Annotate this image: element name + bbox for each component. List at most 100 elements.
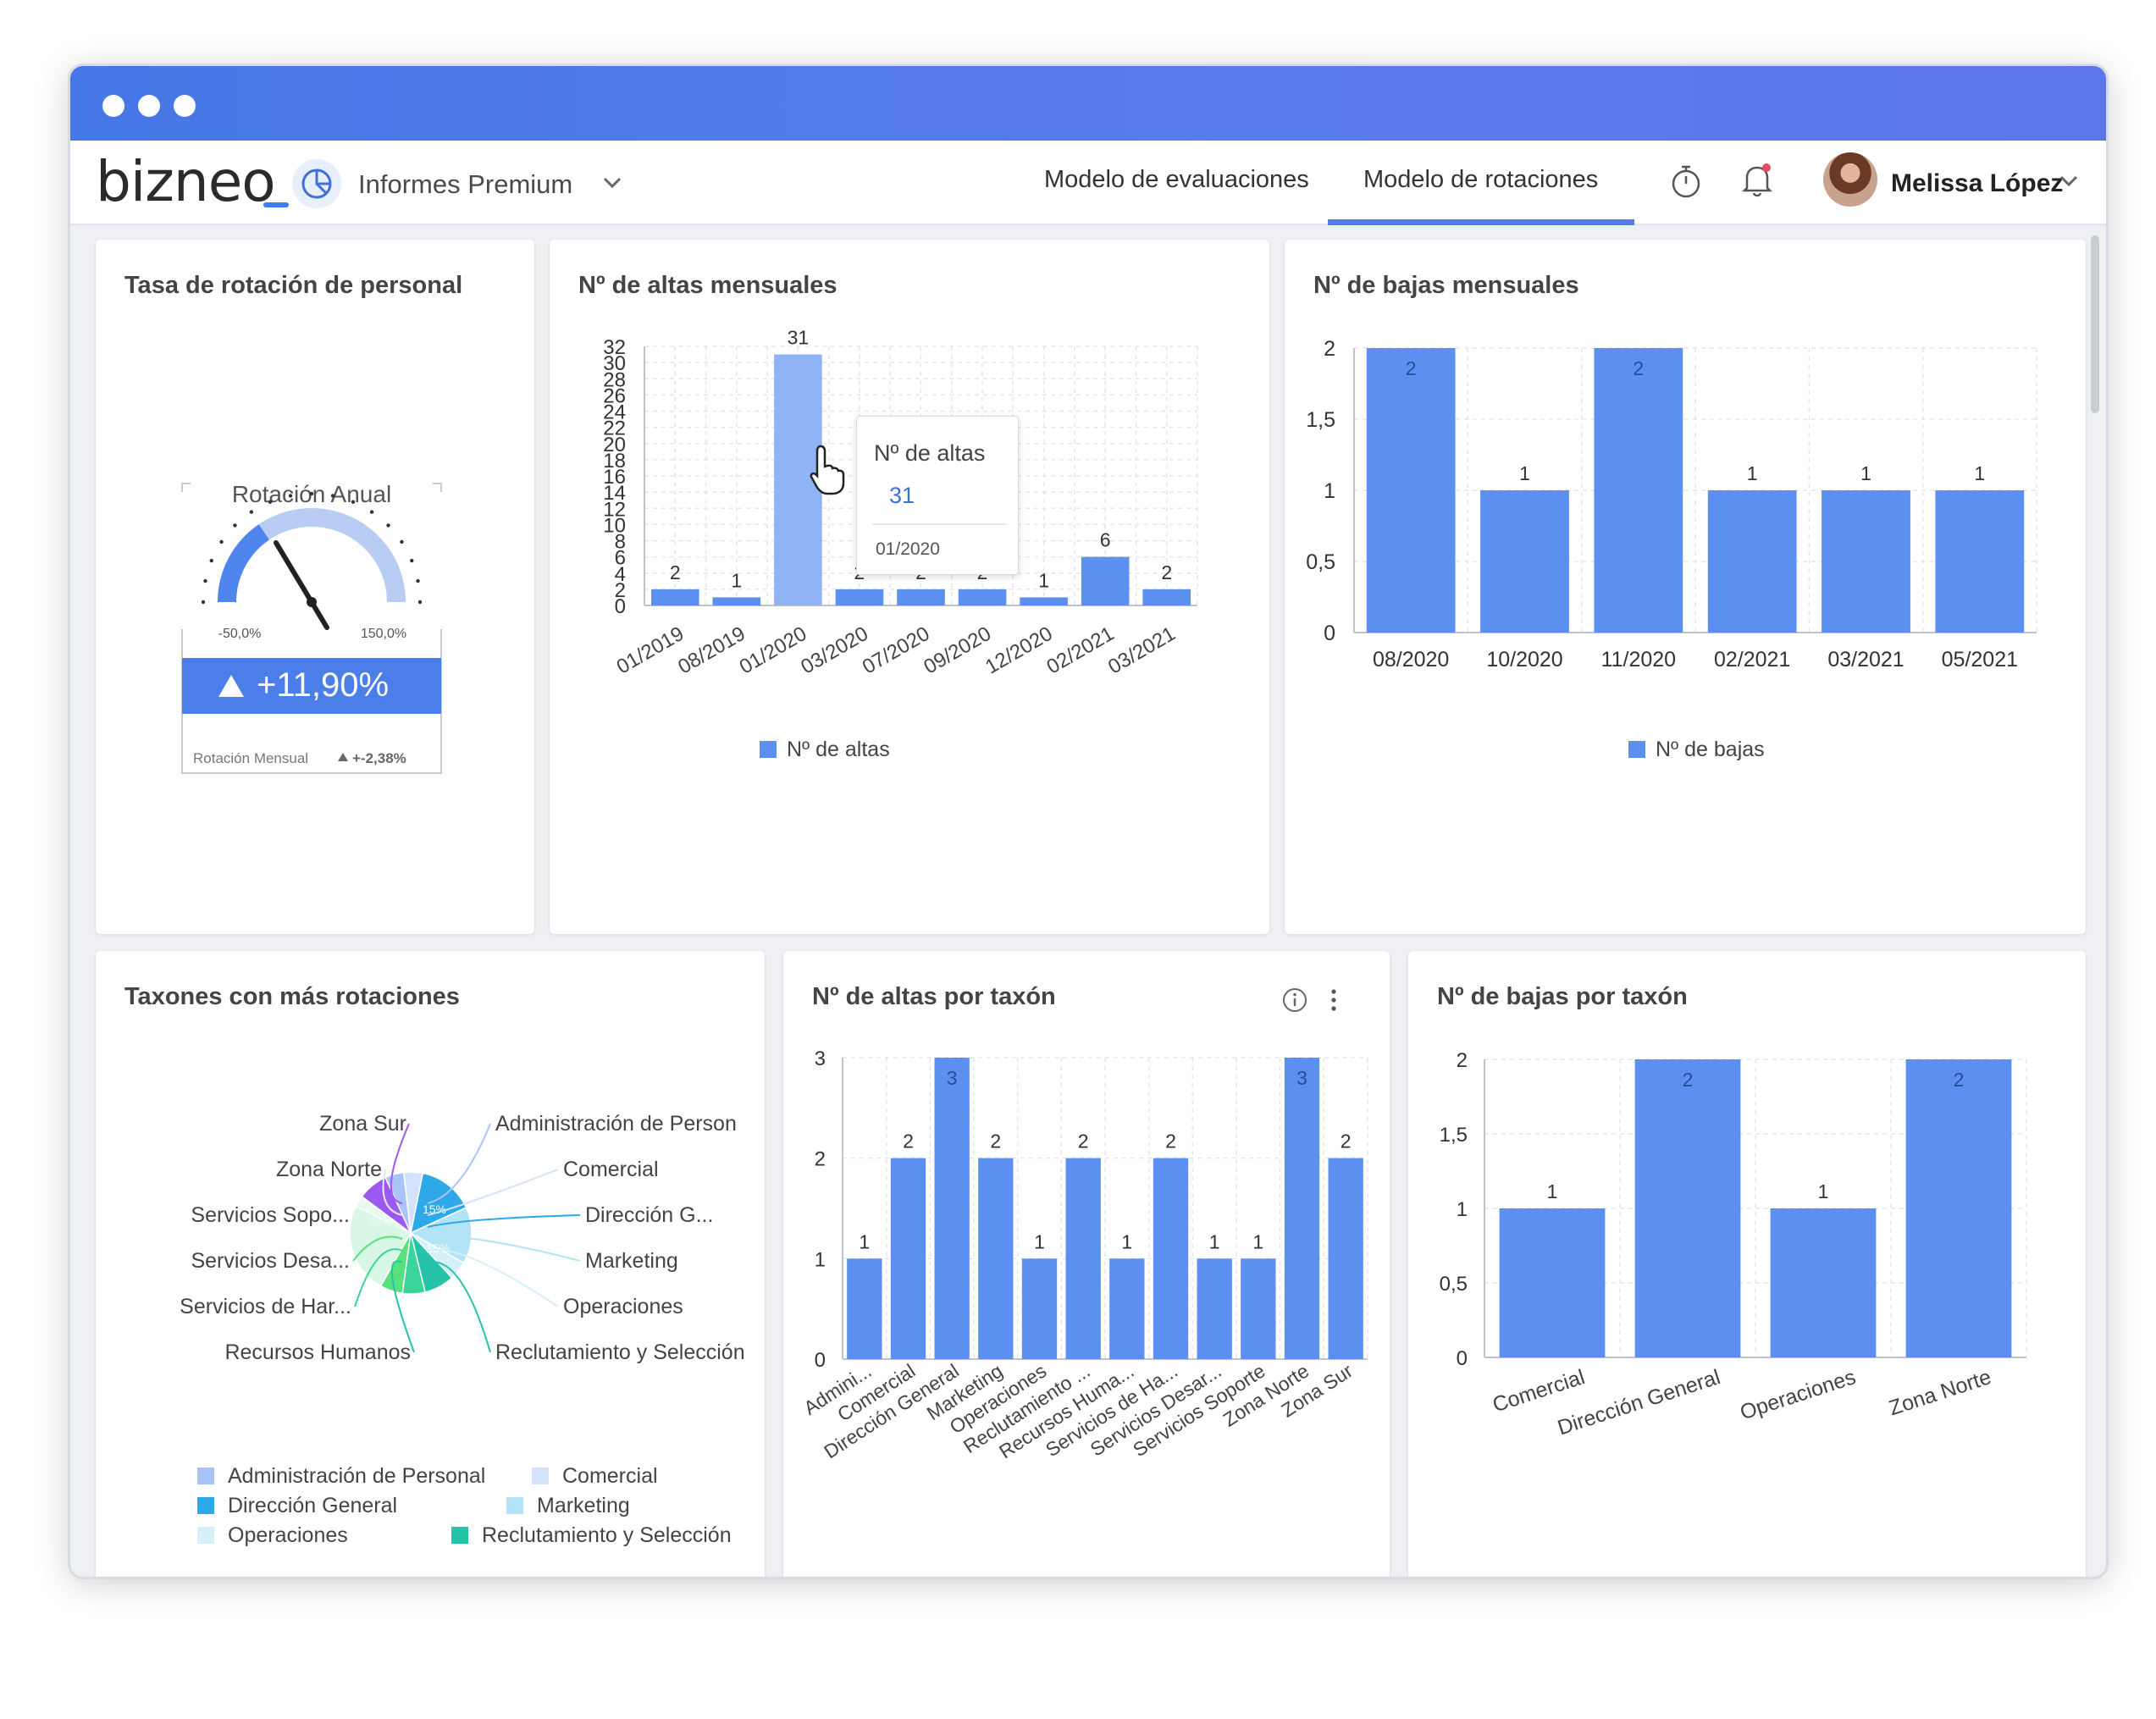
bar[interactable] (890, 1158, 926, 1359)
pie-leader-line (427, 1261, 491, 1353)
bar[interactable] (1935, 490, 2025, 633)
legend-swatch[interactable] (197, 1527, 214, 1544)
gauge-max-label: 150,0% (361, 627, 406, 641)
pie-label: Zona Sur (319, 1112, 406, 1136)
bar[interactable] (1328, 1158, 1363, 1359)
bizneo-logo[interactable]: bizneo (96, 149, 276, 214)
bar[interactable] (1499, 1208, 1606, 1357)
stopwatch-icon[interactable] (1669, 163, 1703, 200)
legend-label[interactable]: Administración de Personal (228, 1464, 485, 1488)
bar[interactable] (712, 597, 761, 605)
tab-modelo-rotaciones[interactable]: Modelo de rotaciones (1363, 166, 1599, 193)
bar[interactable] (1822, 490, 1910, 633)
monthly-rotation-label: Rotación Mensual (193, 750, 308, 766)
pie-leader-line (352, 1214, 403, 1228)
legend-swatch[interactable] (197, 1497, 214, 1514)
bar[interactable] (1197, 1258, 1232, 1359)
pie-slice[interactable] (402, 1171, 424, 1234)
bar[interactable] (1634, 1059, 1741, 1357)
gauge-tick (410, 558, 414, 563)
bar[interactable] (1480, 490, 1569, 633)
bar[interactable] (934, 1058, 970, 1359)
annual-rotation-gauge: Rotación Anual -50,0% 150,0% +11,90% Rot… (181, 481, 442, 774)
pie-slice[interactable] (349, 1205, 412, 1287)
legend-label[interactable]: Marketing (537, 1494, 630, 1517)
bell-icon[interactable] (1740, 161, 1774, 200)
bar[interactable] (1241, 1258, 1276, 1359)
info-icon[interactable] (1281, 987, 1308, 1014)
gauge-tick (203, 578, 207, 583)
gauge-fill (218, 524, 270, 603)
bar[interactable] (1081, 556, 1130, 605)
x-tick-label: Comercial (1490, 1365, 1588, 1417)
bar[interactable] (958, 589, 1007, 605)
bar[interactable] (650, 589, 699, 605)
legend-label[interactable]: Operaciones (228, 1523, 348, 1547)
bar[interactable] (978, 1158, 1014, 1359)
x-tick-label: 05/2021 (1942, 648, 2018, 672)
window-control-maximize[interactable] (174, 95, 196, 117)
page-scrollbar[interactable] (2091, 235, 2099, 413)
legend-swatch[interactable] (197, 1468, 214, 1484)
reports-module-icon[interactable] (292, 159, 341, 208)
pie-slice[interactable] (409, 1207, 473, 1264)
data-label: 3 (1296, 1067, 1307, 1089)
window-control-close[interactable] (102, 95, 124, 117)
window-control-minimize[interactable] (138, 95, 160, 117)
legend-swatch[interactable] (506, 1497, 523, 1514)
legend-label[interactable]: Nº de altas (787, 738, 890, 761)
bar[interactable] (1109, 1258, 1145, 1359)
legend-label[interactable]: Reclutamiento y Selección (482, 1523, 732, 1547)
pie-label: Reclutamiento y Selección (495, 1340, 745, 1364)
gauge-tick (417, 600, 423, 605)
legend-label[interactable]: Dirección General (228, 1494, 397, 1517)
y-tick-label: 0,5 (1306, 550, 1335, 574)
legend-label[interactable]: Comercial (562, 1464, 658, 1488)
x-tick-label: 08/2019 (674, 622, 749, 679)
data-label: 2 (903, 1130, 914, 1152)
data-label: 2 (1165, 1130, 1176, 1152)
x-tick-label: 03/2020 (797, 622, 872, 679)
user-menu-chevron-icon[interactable] (2059, 174, 2079, 188)
bar[interactable] (897, 589, 945, 605)
chevron-down-icon[interactable] (602, 176, 622, 190)
bar[interactable] (1707, 490, 1797, 633)
user-avatar[interactable] (1823, 152, 1877, 207)
y-tick-label: 1,5 (1306, 408, 1335, 432)
legend-swatch[interactable] (1628, 741, 1645, 758)
bar[interactable] (835, 589, 884, 605)
user-name[interactable]: Melissa López (1891, 169, 2064, 197)
bar[interactable] (1142, 589, 1191, 605)
pie-slice[interactable] (409, 1172, 467, 1235)
bar[interactable] (1065, 1158, 1101, 1359)
legend-swatch[interactable] (451, 1527, 468, 1544)
bar[interactable] (1284, 1058, 1320, 1359)
legend-swatch[interactable] (532, 1468, 549, 1484)
y-tick-label: 26 (603, 384, 626, 407)
bar[interactable] (1366, 348, 1456, 633)
bar[interactable] (847, 1258, 882, 1359)
tooltip-title: Nº de altas (874, 440, 986, 466)
tooltip-date: 01/2020 (876, 539, 940, 559)
gauge-tick (400, 539, 404, 544)
data-label: 2 (1341, 1130, 1352, 1152)
y-tick-label: 30 (603, 352, 626, 375)
monthly-rotation-value: +-2,38% (352, 750, 406, 766)
more-options-icon[interactable] (1327, 987, 1341, 1014)
module-selector[interactable]: Informes Premium (358, 169, 573, 199)
bar[interactable] (1770, 1208, 1877, 1357)
tab-modelo-evaluaciones[interactable]: Modelo de evaluaciones (1044, 166, 1309, 193)
legend-swatch[interactable] (760, 741, 777, 758)
data-label: 2 (1954, 1069, 1965, 1091)
bar[interactable] (1594, 348, 1683, 633)
bar[interactable] (1153, 1158, 1189, 1359)
legend-label[interactable]: Nº de bajas (1656, 738, 1765, 761)
y-tick-label: 32 (603, 336, 626, 359)
bar[interactable] (1021, 1258, 1058, 1359)
bar[interactable] (1905, 1059, 2012, 1357)
bar[interactable] (1020, 597, 1068, 605)
app-header: bizneo Informes Premium Modelo de evalua… (70, 141, 2106, 225)
pie-leader-line (427, 1235, 581, 1262)
data-label: 1 (1519, 462, 1530, 484)
